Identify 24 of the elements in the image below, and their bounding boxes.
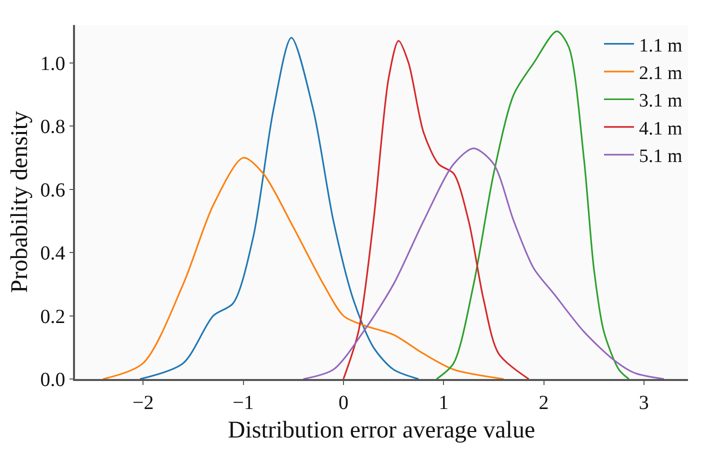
line-series	[102, 156, 504, 379]
x-tick-label: 0	[338, 392, 348, 414]
line-series	[302, 147, 665, 379]
legend-label: 2.1 m	[639, 62, 682, 84]
x-tick-label: 1	[438, 392, 449, 414]
y-tick-label: 0.6	[40, 179, 66, 202]
line-series	[436, 30, 630, 379]
line-series	[342, 40, 530, 379]
legend-label: 1.1 m	[639, 35, 682, 56]
x-axis-title: Distribution error average value	[228, 418, 536, 444]
legend-label: 5.1 m	[639, 146, 682, 168]
x-tick-label: 2	[538, 392, 549, 414]
x-tick-label: 3	[638, 392, 649, 414]
x-tick-label: −1	[232, 392, 254, 414]
legend-label: 3.1 m	[639, 90, 682, 112]
x-tick-label: −2	[132, 392, 154, 414]
line-series	[139, 36, 420, 379]
y-tick-label: 0.0	[40, 369, 66, 391]
y-tick-label: 1.0	[40, 52, 66, 75]
legend-label: 4.1 m	[639, 118, 682, 140]
y-tick-label: 0.2	[40, 306, 66, 328]
y-axis-title: Probability density	[6, 111, 33, 293]
y-tick-label: 0.4	[40, 242, 66, 265]
y-tick-label: 0.8	[40, 116, 66, 138]
